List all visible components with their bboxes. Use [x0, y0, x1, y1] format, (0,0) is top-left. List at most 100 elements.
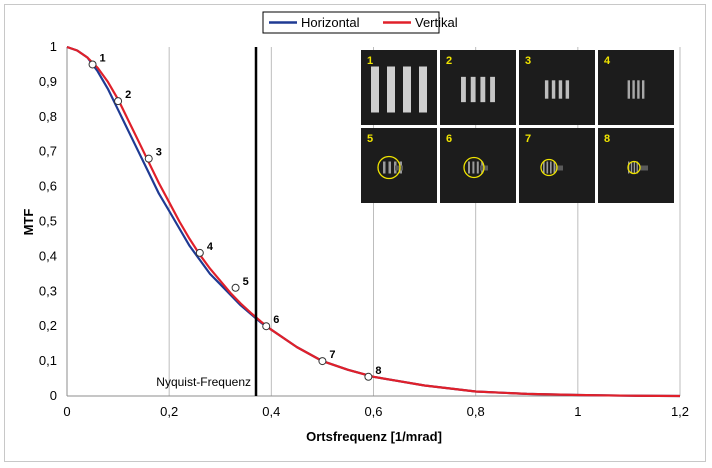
- y-tick-label: 0,6: [39, 179, 57, 194]
- thumbnail-8: 8: [598, 128, 674, 203]
- thumbnail-number: 1: [367, 55, 373, 67]
- thumbnail-2: 2: [440, 50, 516, 125]
- thumbnail-bar: [550, 161, 552, 174]
- y-tick-label: 0,8: [39, 109, 57, 124]
- x-tick-label: 0,2: [160, 404, 178, 419]
- thumbnail-bar: [546, 161, 549, 174]
- thumbnail-7: 7: [519, 128, 595, 203]
- y-tick-labels: 0 0,1 0,2 0,3 0,4 0,5 0,6 0,7 0,8 0,9 1: [39, 39, 57, 403]
- y-axis-title: MTF: [21, 209, 36, 236]
- thumbnail-circle: [540, 158, 558, 177]
- thumbnail-circle: [627, 160, 641, 175]
- y-tick-label: 0,1: [39, 353, 57, 368]
- legend-label: Vertikal: [415, 15, 458, 30]
- thumbnail-bg: [598, 128, 674, 203]
- thumbnail-3: 3: [519, 50, 595, 125]
- thumbnail-block: [555, 165, 563, 171]
- marker-point-3: [144, 154, 153, 163]
- thumbnail-bar: [403, 66, 411, 113]
- marker-point-7: [318, 357, 327, 366]
- legend-label: Horizontal: [301, 15, 360, 30]
- marker-label-4: 4: [207, 241, 214, 253]
- y-tick-label: 0,3: [39, 283, 57, 298]
- y-tick-label: 0,4: [39, 248, 57, 263]
- thumbnail-bar: [544, 80, 549, 99]
- marker-point-8: [364, 372, 373, 381]
- nyquist-marker: Nyquist-Frequenz: [156, 47, 258, 396]
- thumbnail-bg: [440, 50, 516, 125]
- y-tick-label: 0,7: [39, 144, 57, 159]
- marker-label-1: 1: [100, 52, 106, 64]
- x-tick-label: 0,8: [467, 404, 485, 419]
- thumbnail-5: 5: [361, 128, 437, 203]
- y-tick-label: 0,2: [39, 318, 57, 333]
- marker-label-7: 7: [329, 349, 335, 361]
- thumbnail-bar: [636, 161, 638, 174]
- thumbnail-bar: [388, 161, 391, 174]
- x-tick-label: 1: [574, 404, 581, 419]
- marker-point-2: [114, 97, 123, 106]
- thumbnail-number: 6: [446, 133, 452, 145]
- thumbnail-bar: [371, 66, 379, 113]
- thumbnail-bar: [633, 161, 636, 174]
- thumbnail-bg: [598, 50, 674, 125]
- thumbnail-number: 7: [525, 133, 531, 145]
- x-axis-title: Ortsfrequenz [1/mrad]: [306, 429, 442, 444]
- thumbnail-bar: [480, 76, 486, 103]
- x-tick-labels: 0 0,2 0,4 0,6 0,8 1 1,2: [63, 404, 689, 419]
- thumbnail-block: [640, 165, 648, 171]
- thumbnail-bar: [461, 76, 466, 103]
- thumbnail-grid: 1 2 3 4 5 6 7 8: [361, 50, 674, 203]
- thumbnail-bar: [628, 161, 630, 174]
- y-tick-label: 0: [50, 388, 57, 403]
- marker-point-4: [195, 248, 204, 257]
- thumbnail-circle: [377, 155, 401, 180]
- y-tick-label: 1: [50, 39, 57, 54]
- thumbnail-block: [395, 165, 403, 171]
- thumbnail-number: 4: [604, 55, 611, 67]
- thumbnail-bar: [558, 80, 563, 99]
- thumbnail-bar: [627, 80, 630, 99]
- y-tick-label: 0,9: [39, 74, 57, 89]
- marker-label-8: 8: [375, 365, 381, 377]
- x-tick-label: 0,4: [262, 404, 280, 419]
- thumbnail-1: 1: [361, 50, 437, 125]
- nyquist-label: Nyquist-Frequenz: [156, 375, 251, 389]
- thumbnail-bar: [476, 161, 479, 174]
- marker-point-6: [262, 322, 271, 331]
- thumbnail-bar: [383, 161, 386, 174]
- thumbnail-bar: [553, 161, 556, 174]
- thumbnail-bar: [543, 161, 545, 174]
- thumbnail-bar: [632, 80, 635, 99]
- marker-point-1: [88, 60, 97, 69]
- thumbnail-bar: [642, 80, 645, 99]
- x-tick-label: 1,2: [671, 404, 689, 419]
- marker-label-5: 5: [243, 276, 249, 288]
- thumbnail-number: 3: [525, 55, 531, 67]
- marker-point-5: [231, 283, 240, 292]
- thumbnail-bg: [519, 50, 595, 125]
- thumbnail-bar: [419, 66, 427, 113]
- thumbnail-4: 4: [598, 50, 674, 125]
- marker-label-6: 6: [273, 314, 279, 326]
- thumbnail-number: 8: [604, 133, 610, 145]
- thumbnail-number: 5: [367, 133, 373, 145]
- y-tick-label: 0,5: [39, 214, 57, 229]
- x-tick-label: 0: [63, 404, 70, 419]
- thumbnail-bar: [637, 80, 640, 99]
- thumbnail-bar: [551, 80, 556, 99]
- thumbnail-bar: [468, 161, 470, 174]
- thumbnail-bar: [565, 80, 570, 99]
- point-markers: 1 2 3 4 5 6 7 8: [88, 52, 382, 381]
- thumbnail-bar: [470, 76, 476, 103]
- thumbnail-bar: [630, 161, 633, 174]
- thumbnail-bar: [490, 76, 495, 103]
- thumbnail-6: 6: [440, 128, 516, 203]
- thumbnail-circle: [463, 156, 485, 179]
- marker-label-2: 2: [125, 89, 131, 101]
- marker-label-3: 3: [156, 147, 162, 159]
- thumbnail-bar: [387, 66, 395, 113]
- thumbnail-bar: [472, 161, 475, 174]
- thumbnail-number: 2: [446, 55, 452, 67]
